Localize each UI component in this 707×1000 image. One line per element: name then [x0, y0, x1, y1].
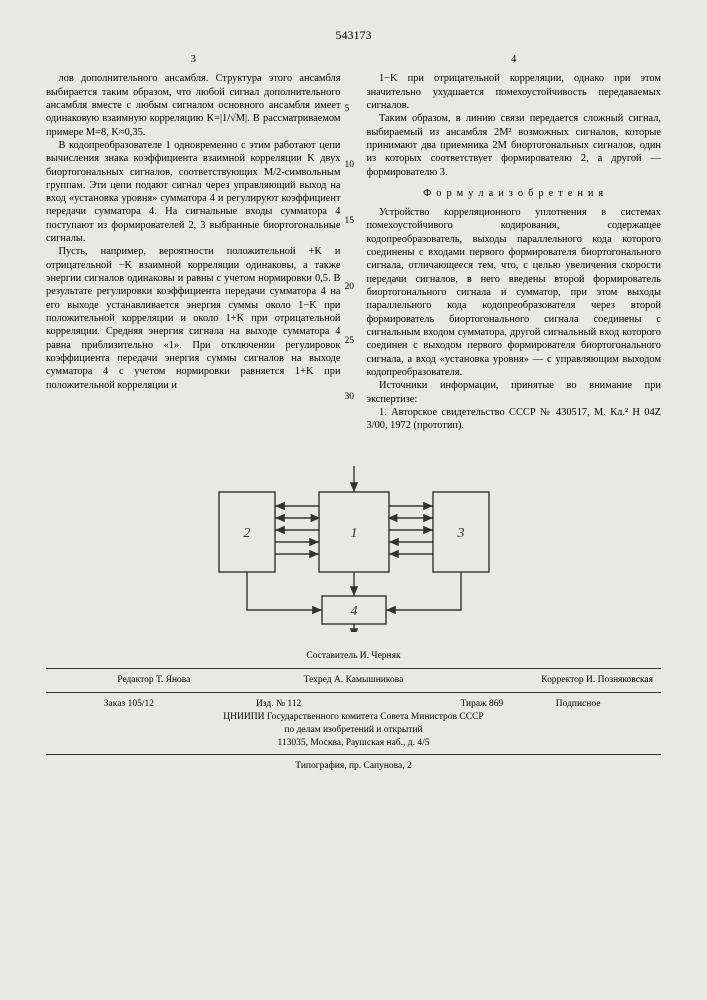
line-number: 20 [345, 281, 355, 293]
line-number: 25 [345, 335, 355, 347]
para: Пусть, например, вероятности положительн… [46, 245, 341, 391]
print-row: Заказ 105/12 Изд. № 112 Тираж 869 Подпис… [46, 698, 661, 711]
line-number: 10 [345, 159, 355, 171]
typography: Типография, пр. Сапунова, 2 [46, 760, 661, 773]
line-number: 5 [345, 103, 350, 115]
address: 113035, Москва, Раушская наб., д. 4/5 [46, 737, 661, 750]
podpis: Подписное [503, 698, 653, 711]
para: 1. Авторское свидетельство СССР № 430517… [367, 406, 662, 433]
para: Таким образом, в линию связи передается … [367, 112, 662, 179]
para: лов дополнительного ансамбля. Структура … [46, 72, 341, 139]
izd: Изд. № 112 [204, 698, 354, 711]
sostavitel: Составитель И. Черняк [46, 650, 661, 663]
svg-text:4: 4 [350, 604, 357, 619]
para: 1−K при отрицательной корреляции, однако… [367, 72, 662, 112]
line-number: 15 [345, 215, 355, 227]
zakaz: Заказ 105/12 [54, 698, 204, 711]
para: Источники информации, принятые во вниман… [367, 379, 662, 406]
tirazh: Тираж 869 [354, 698, 504, 711]
svg-text:1: 1 [350, 526, 357, 541]
tehred: Техред А. Камышникова [254, 674, 454, 687]
org-line: по делам изобретений и открытий [46, 724, 661, 737]
col-num-right: 4 [367, 53, 662, 66]
patent-number: 543173 [46, 28, 661, 43]
columns: 3 лов дополнительного ансамбля. Структур… [46, 53, 661, 432]
para: В кодопреобразователе 1 одновременно с э… [46, 139, 341, 246]
org-line: ЦНИИПИ Государственного комитета Совета … [46, 711, 661, 724]
left-column: 3 лов дополнительного ансамбля. Структур… [46, 53, 341, 432]
block-diagram: 2 1 3 4 [209, 462, 499, 632]
para: Устройство корреляционного уплотнения в … [367, 206, 662, 379]
editor: Редактор Т. Янова [54, 674, 254, 687]
line-number: 30 [345, 391, 355, 403]
credits-row: Редактор Т. Янова Техред А. Камышникова … [46, 674, 661, 687]
svg-text:2: 2 [243, 526, 250, 541]
footer: Составитель И. Черняк Редактор Т. Янова … [46, 650, 661, 773]
formula-title: Ф о р м у л а и з о б р е т е н и я [367, 187, 662, 200]
korrektor: Корректор И. Позняковская [453, 674, 653, 687]
svg-text:3: 3 [456, 526, 464, 541]
col-num-left: 3 [46, 53, 341, 66]
patent-page: 543173 3 лов дополнительного ансамбля. С… [0, 0, 707, 1000]
right-column: 4 1−K при отрицательной корреляции, одна… [367, 53, 662, 432]
